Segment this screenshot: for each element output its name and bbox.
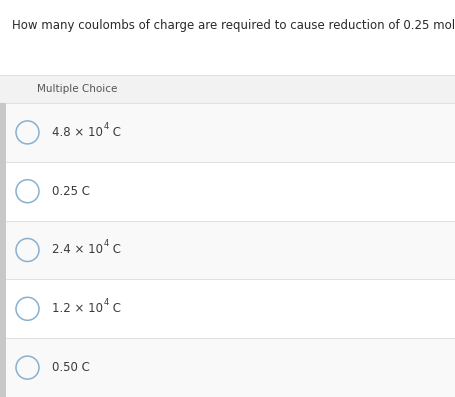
Text: How many coulombs of charge are required to cause reduction of 0.25 mole of Cu: How many coulombs of charge are required… bbox=[12, 19, 455, 31]
Text: 4: 4 bbox=[103, 298, 109, 307]
Bar bbox=[5, 279, 455, 338]
Text: C: C bbox=[109, 302, 121, 315]
Text: Multiple Choice: Multiple Choice bbox=[37, 84, 117, 94]
Bar bbox=[5, 162, 455, 221]
Text: 2.4 × 10: 2.4 × 10 bbox=[52, 243, 103, 256]
Bar bbox=[5, 338, 455, 397]
Text: 1.2 × 10: 1.2 × 10 bbox=[52, 302, 103, 315]
Bar bbox=[0, 75, 455, 103]
Text: C: C bbox=[109, 243, 121, 256]
Text: 4.8 × 10: 4.8 × 10 bbox=[52, 126, 103, 139]
Bar bbox=[0, 0, 455, 75]
Text: C: C bbox=[109, 126, 121, 139]
Text: 4: 4 bbox=[103, 239, 109, 249]
Bar bbox=[0, 103, 5, 397]
Text: 4: 4 bbox=[103, 122, 109, 131]
Text: 0.50 C: 0.50 C bbox=[52, 361, 91, 374]
Text: 0.25 C: 0.25 C bbox=[52, 185, 91, 198]
Bar bbox=[5, 103, 455, 162]
Bar bbox=[5, 221, 455, 279]
